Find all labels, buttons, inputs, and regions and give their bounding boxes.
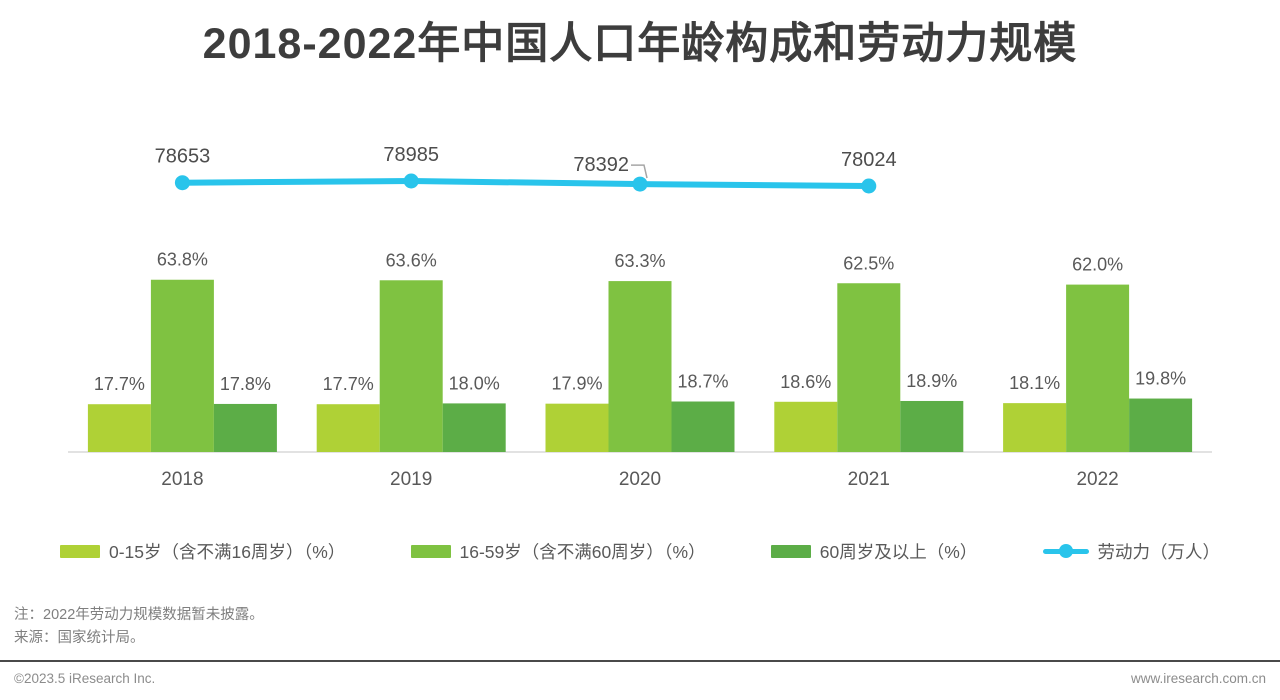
legend-line-swatch-icon bbox=[1042, 543, 1089, 559]
chart-notes: 注：2022年劳动力规模数据暂未披露。 来源：国家统计局。 bbox=[14, 604, 264, 650]
year-label-2018: 2018 bbox=[161, 469, 203, 490]
footer-divider bbox=[0, 660, 1280, 662]
note-line: 注：2022年劳动力规模数据暂未披露。 bbox=[14, 607, 264, 623]
bar-2019-series1 bbox=[379, 280, 443, 452]
bar-2018-series1 bbox=[150, 279, 214, 452]
bar-2022-series0 bbox=[1003, 403, 1067, 452]
bar-label-2019-series2: 18.0% bbox=[449, 373, 500, 393]
legend-item-series0: 0-15岁（含不满16周岁）（%） bbox=[60, 539, 345, 564]
labor-force-marker-2018 bbox=[174, 175, 190, 191]
legend-color-swatch bbox=[770, 544, 811, 558]
bar-2022-series2 bbox=[1129, 398, 1193, 452]
legend-item-series2: 60周岁及以上（%） bbox=[770, 539, 978, 564]
footer-website: www.iresearch.com.cn bbox=[1130, 671, 1266, 686]
bar-label-2020-series2: 18.7% bbox=[677, 372, 728, 392]
bar-2018-series0 bbox=[87, 404, 151, 452]
legend-dot-glyph bbox=[1058, 544, 1073, 558]
labor-force-label-2019: 78985 bbox=[383, 144, 439, 166]
legend-item-labor-force: 劳动力（万人） bbox=[1042, 539, 1221, 564]
year-label-2021: 2021 bbox=[848, 469, 890, 490]
bar-2018-series2 bbox=[213, 403, 277, 452]
legend-color-swatch bbox=[410, 544, 451, 558]
bar-2019-series2 bbox=[442, 403, 506, 452]
population-labor-chart: 17.7% 17.7% 17.9% 18.6% 18.1% 63.8% 63.6% 63.3%… bbox=[68, 144, 1212, 490]
labor-force-label-2021: 78024 bbox=[841, 149, 897, 171]
legend-color-swatch bbox=[60, 544, 100, 558]
source-line: 来源：国家统计局。 bbox=[14, 630, 145, 646]
bar-2021-series2 bbox=[900, 400, 964, 452]
chart-legend: 0-15岁（含不满16周岁）（%） 16-59岁（含不满60周岁）（%） 60周岁及… bbox=[60, 536, 1220, 566]
labor-force-marker-2020 bbox=[632, 176, 648, 192]
legend-label: 0-15岁（含不满16周岁）（%） bbox=[109, 541, 346, 562]
bar-2020-series0 bbox=[545, 403, 609, 452]
bar-label-2022-series2: 19.8% bbox=[1135, 369, 1186, 389]
bar-label-2021-series0: 18.6% bbox=[780, 372, 831, 392]
bar-2022-series1 bbox=[1066, 284, 1130, 452]
bar-2020-series1 bbox=[608, 281, 672, 452]
bar-2019-series0 bbox=[316, 404, 380, 452]
label-leader-line bbox=[631, 164, 648, 179]
year-label-2020: 2020 bbox=[619, 469, 661, 490]
year-label-2022: 2022 bbox=[1076, 469, 1118, 490]
bar-label-2020-series0: 17.9% bbox=[551, 374, 602, 394]
bar-label-2018-series2: 17.8% bbox=[220, 374, 271, 394]
bar-2021-series1 bbox=[837, 283, 901, 452]
bar-label-2018-series1: 63.8% bbox=[157, 250, 208, 270]
bar-label-2022-series1: 62.0% bbox=[1072, 255, 1123, 275]
labor-force-marker-2021 bbox=[861, 178, 877, 194]
bar-2020-series2 bbox=[671, 401, 735, 452]
labor-force-line bbox=[179, 177, 872, 189]
page-title: 2018-2022年中国人口年龄构成和劳动力规模 bbox=[202, 20, 1078, 68]
bar-label-2019-series0: 17.7% bbox=[323, 374, 374, 394]
bar-label-2018-series0: 17.7% bbox=[94, 374, 145, 394]
legend-label: 16-59岁（含不满60周岁）（%） bbox=[459, 541, 706, 562]
legend-label: 劳动力（万人） bbox=[1097, 541, 1221, 562]
legend-label: 60周岁及以上（%） bbox=[819, 541, 978, 562]
bar-label-2021-series2: 18.9% bbox=[906, 371, 957, 391]
labor-force-label-2018: 78653 bbox=[155, 146, 211, 168]
legend-item-series1: 16-59岁（含不满60周岁）（%） bbox=[410, 539, 706, 564]
bar-2021-series0 bbox=[774, 401, 838, 452]
footer-copyright: ©2023.5 iResearch Inc. bbox=[14, 671, 156, 686]
bar-label-2019-series1: 63.6% bbox=[386, 250, 437, 270]
labor-force-label-2020: 78392 bbox=[573, 154, 629, 176]
bar-label-2022-series0: 18.1% bbox=[1009, 373, 1060, 393]
year-label-2019: 2019 bbox=[390, 469, 432, 490]
bar-label-2021-series1: 62.5% bbox=[843, 253, 894, 273]
labor-force-marker-2019 bbox=[403, 173, 419, 189]
bar-label-2020-series1: 63.3% bbox=[614, 251, 665, 271]
